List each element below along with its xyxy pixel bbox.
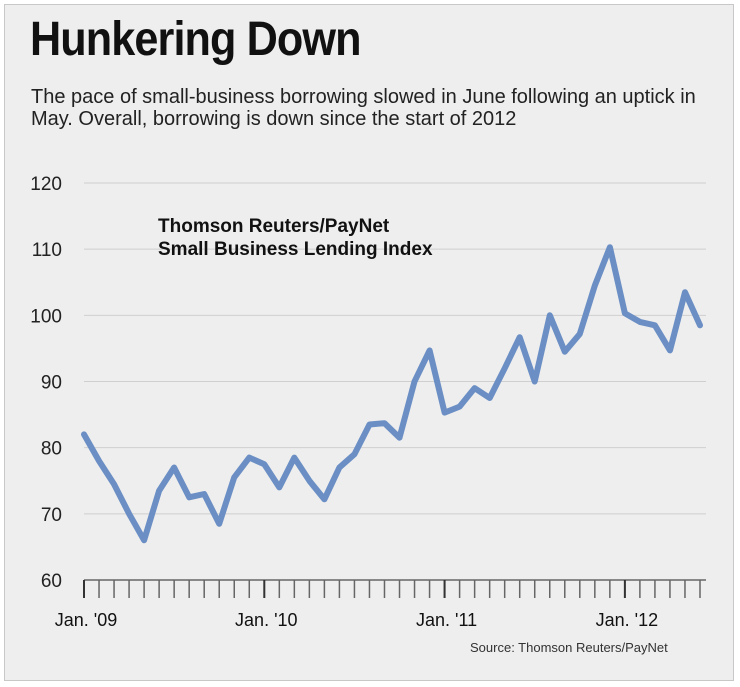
chart-subtitle: The pace of small-business borrowing slo…	[31, 86, 696, 130]
chart-frame	[4, 4, 734, 681]
x-tick-label: Jan. '11	[416, 610, 477, 630]
y-tick-label: 110	[32, 240, 62, 261]
series-line	[81, 244, 703, 544]
y-tick-label: 60	[41, 571, 62, 592]
chart-annotation: Small Business Lending Index	[158, 239, 433, 260]
page-title: Hunkering Down	[30, 13, 361, 66]
x-tick-label: Jan. '09	[55, 610, 117, 630]
x-tick-label: Jan. '12	[596, 610, 658, 630]
source-note: Source: Thomson Reuters/PayNet	[470, 640, 668, 655]
y-tick-label: 120	[30, 174, 62, 195]
y-tick-label: 80	[41, 439, 62, 460]
y-tick-label: 100	[30, 306, 62, 327]
x-tick-label: Jan. '10	[235, 610, 297, 630]
chart-annotation: Thomson Reuters/PayNet	[158, 216, 390, 237]
y-tick-label: 90	[41, 373, 62, 394]
y-tick-label: 70	[41, 505, 62, 526]
